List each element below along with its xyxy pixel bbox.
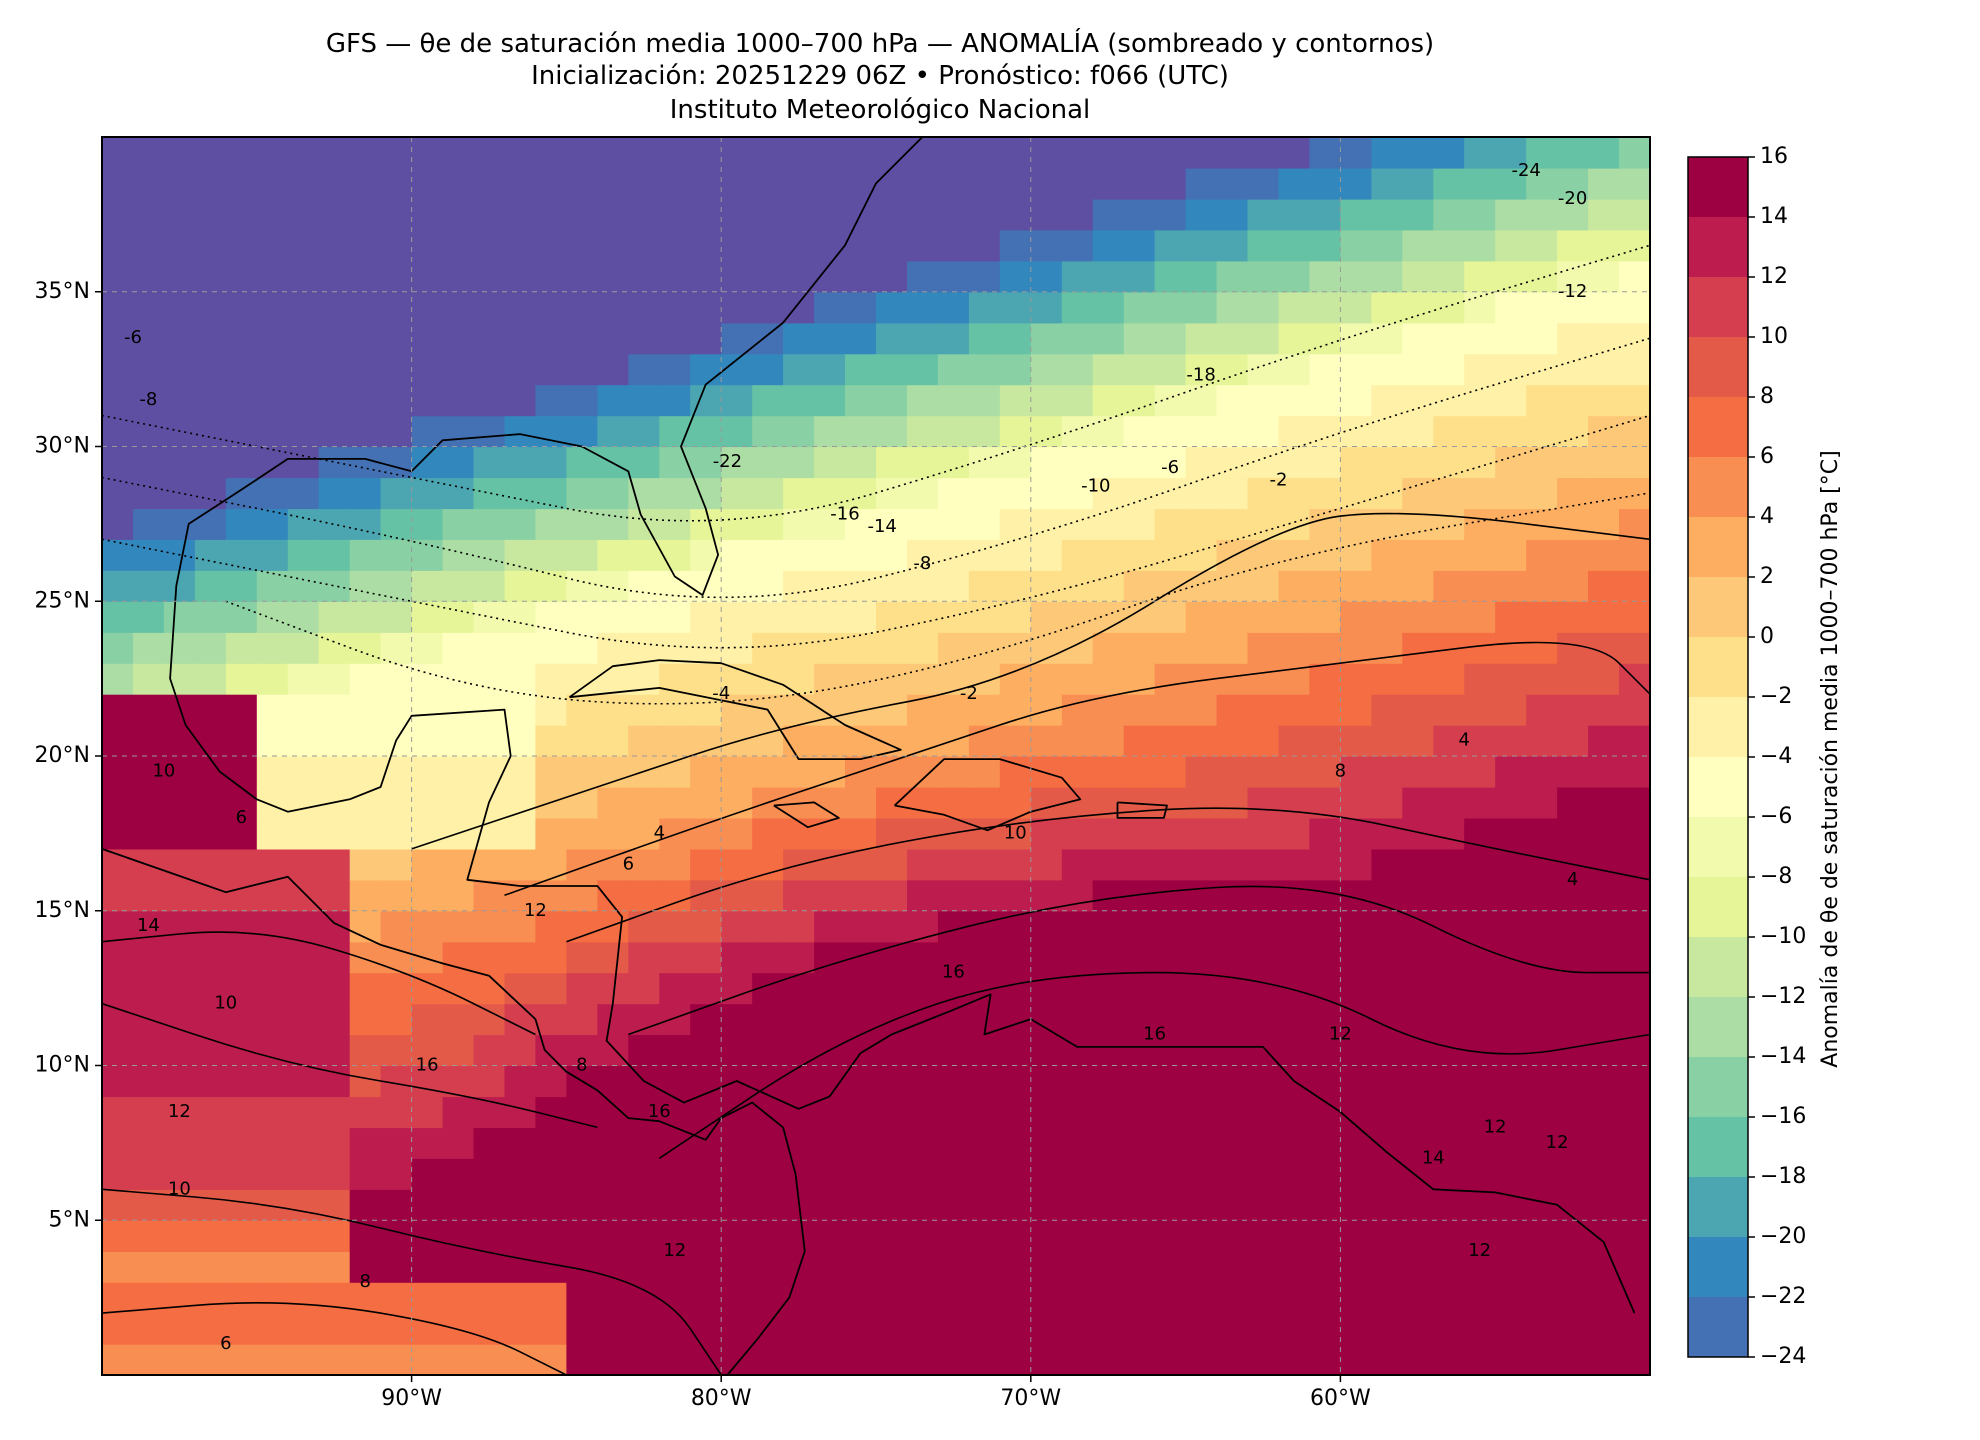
contour-label: 10: [214, 993, 237, 1014]
colorbar: [1688, 157, 1748, 1358]
contour-label: 12: [1484, 1116, 1507, 1137]
colorbar-segment: [1688, 397, 1748, 458]
contour-label: -20: [1558, 188, 1587, 209]
contour-label: 14: [137, 915, 160, 936]
contour-label: 6: [220, 1333, 231, 1354]
lon-tick-label: 70°W: [1000, 1386, 1061, 1411]
colorbar-tick-label: −8: [1760, 864, 1792, 889]
colorbar-segment: [1688, 1297, 1748, 1358]
contour-label: 16: [942, 962, 965, 983]
contour-label: 16: [416, 1055, 439, 1076]
contour-label: 10: [168, 1178, 191, 1199]
contour-label: 4: [1567, 869, 1578, 890]
contour-label: 12: [524, 900, 547, 921]
colorbar-tick-label: 14: [1760, 204, 1788, 229]
colorbar-segment: [1688, 277, 1748, 338]
colorbar-segment: [1688, 1177, 1748, 1238]
contour-label: 12: [1468, 1240, 1491, 1261]
contour-label: 6: [236, 807, 247, 828]
contour-label: 8: [576, 1055, 587, 1076]
contour-label: 12: [168, 1101, 191, 1122]
contour-label: 12: [1546, 1132, 1569, 1153]
colorbar-segment: [1688, 937, 1748, 998]
contour-label: 6: [623, 853, 634, 874]
colorbar-segment: [1688, 517, 1748, 578]
colorbar-tick-label: 12: [1760, 264, 1788, 289]
colorbar-segment: [1688, 1117, 1748, 1178]
lat-tick-label: 35°N: [35, 279, 90, 304]
contour-label: 14: [1422, 1147, 1445, 1168]
lon-tick-label: 80°W: [691, 1386, 752, 1411]
contour-label: -18: [1186, 364, 1215, 385]
colorbar-tick-label: −12: [1760, 984, 1806, 1009]
lat-tick-label: 5°N: [49, 1207, 90, 1232]
contour-label: -10: [1081, 476, 1110, 497]
colorbar-tick-label: −16: [1760, 1104, 1806, 1129]
colorbar-segment: [1688, 457, 1748, 518]
contour-label: -8: [913, 553, 931, 574]
colorbar-tick-label: 6: [1760, 444, 1774, 469]
colorbar-tick-label: −18: [1760, 1164, 1806, 1189]
contour-label: 4: [654, 822, 665, 843]
lon-tick-label: 60°W: [1310, 1386, 1371, 1411]
contour-label: -2: [960, 683, 978, 704]
colorbar-segment: [1688, 217, 1748, 278]
longitude-ticks: 90°W 80°W 70°W 60°W: [381, 1375, 1371, 1411]
contour-label: -14: [867, 516, 896, 537]
colorbar-tick-label: −6: [1760, 804, 1792, 829]
colorbar-segment: [1688, 637, 1748, 698]
contour-label: 10: [152, 761, 175, 782]
colorbar-tick-label: −22: [1760, 1284, 1806, 1309]
contour-label: -6: [1161, 457, 1179, 478]
colorbar-tick-label: 0: [1760, 624, 1774, 649]
colorbar-tick-label: 8: [1760, 384, 1774, 409]
colorbar-ticks: 16 14 12 10 8 6 4 2 0 −2 −4 −6 −8 −10 −12 −14 −16 −18 −20 −…: [1748, 144, 1806, 1369]
colorbar-tick-label: −4: [1760, 744, 1792, 769]
colorbar-tick-label: −10: [1760, 924, 1806, 949]
colorbar-tick-label: −20: [1760, 1224, 1806, 1249]
contour-label: -8: [139, 389, 157, 410]
lat-tick-label: 30°N: [35, 434, 90, 459]
contour-label: 8: [1335, 761, 1346, 782]
colorbar-tick-label: 16: [1760, 144, 1788, 169]
colorbar-segment: [1688, 1237, 1748, 1298]
colorbar-label: Anomalía de θe de saturación media 1000–…: [1818, 403, 1843, 1115]
colorbar-tick-label: −14: [1760, 1044, 1806, 1069]
contour-label: 12: [1329, 1024, 1352, 1045]
contour-label: 16: [648, 1101, 671, 1122]
colorbar-tick-label: −2: [1760, 684, 1792, 709]
contour-label: 8: [359, 1271, 370, 1292]
colorbar-tick-label: 10: [1760, 324, 1788, 349]
contour-label: -4: [712, 683, 730, 704]
colorbar-segment: [1688, 817, 1748, 878]
contour-label: 10: [1004, 822, 1027, 843]
lat-tick-label: 10°N: [35, 1053, 90, 1078]
lat-tick-label: 20°N: [35, 743, 90, 768]
contour-label: 4: [1458, 730, 1469, 751]
colorbar-tick-label: 2: [1760, 564, 1774, 589]
colorbar-segment: [1688, 157, 1748, 218]
colorbar-segment: [1688, 997, 1748, 1058]
lat-tick-label: 25°N: [35, 588, 90, 613]
contour-label: 16: [1143, 1024, 1166, 1045]
contour-label: -6: [124, 327, 142, 348]
contour-label: 12: [663, 1240, 686, 1261]
lon-tick-label: 90°W: [381, 1386, 442, 1411]
lat-tick-label: 15°N: [35, 898, 90, 923]
colorbar-segment: [1688, 697, 1748, 758]
colorbar-segment: [1688, 577, 1748, 638]
contour-label: -12: [1558, 281, 1587, 302]
colorbar-tick-label: 4: [1760, 504, 1774, 529]
colorbar-segment: [1688, 757, 1748, 818]
colorbar-segment: [1688, 1057, 1748, 1118]
colorbar-segment: [1688, 337, 1748, 398]
contour-label: -16: [830, 504, 859, 525]
contour-label: -22: [713, 451, 742, 472]
colorbar-tick-label: −24: [1760, 1344, 1806, 1369]
contour-label: -2: [1270, 470, 1288, 491]
latitude-ticks: 35°N 30°N 25°N 20°N 15°N 10°N 5°N: [35, 279, 102, 1233]
colorbar-segment: [1688, 877, 1748, 938]
contour-label: -24: [1511, 160, 1540, 181]
